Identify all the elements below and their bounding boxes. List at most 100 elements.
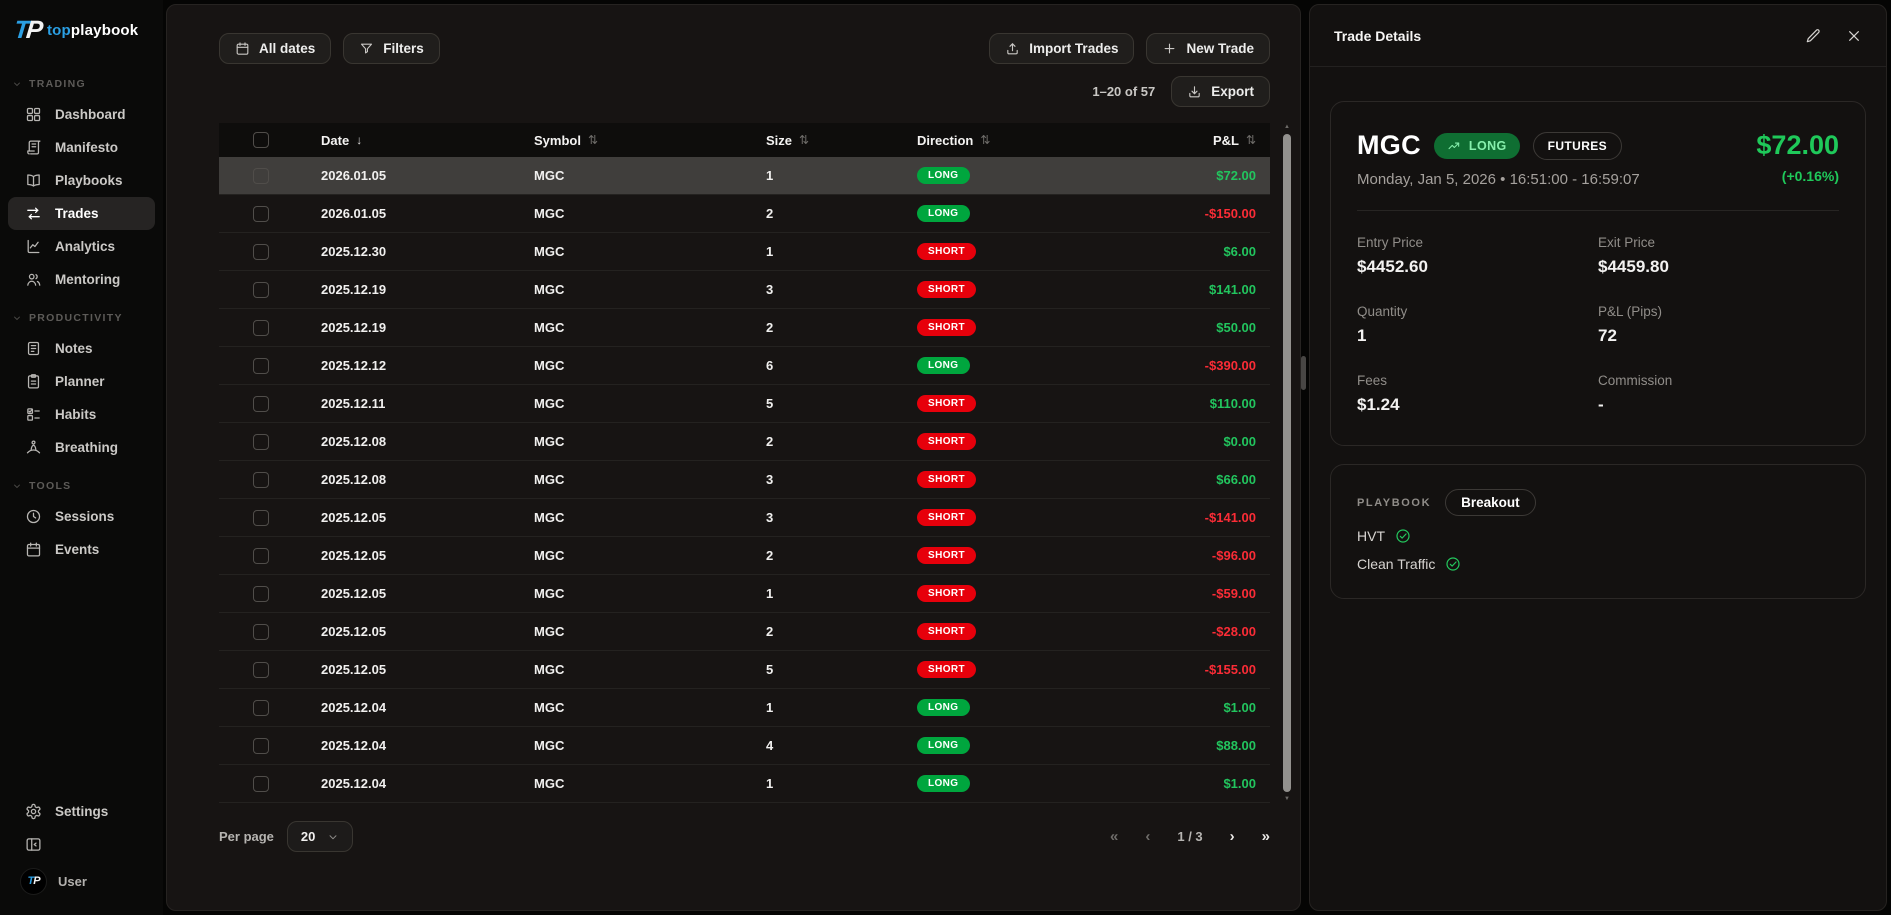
table-scrollbar[interactable]: ▲ ▼ [1282,123,1292,803]
row-checkbox[interactable] [253,357,269,374]
new-trade-button[interactable]: New Trade [1146,33,1270,64]
table-row[interactable]: 2025.12.19 MGC 3 SHORT $141.00 [219,271,1270,309]
column-header-date[interactable]: Date ↓ [321,132,363,148]
cell-pnl: -$155.00 [1204,662,1256,677]
direction-badge: LONG [917,357,970,374]
chevron-down-icon [12,313,22,323]
field-commission: Commission - [1598,373,1673,414]
sidebar-section-tools[interactable]: TOOLS [0,480,163,492]
cell-date: 2025.12.05 [321,624,387,639]
sidebar-item-habits[interactable]: Habits [0,398,163,431]
cell-symbol: MGC [534,586,565,601]
row-checkbox[interactable] [253,623,269,640]
column-header-direction[interactable]: Direction ⇅ [917,132,991,148]
table-row[interactable]: 2025.12.30 MGC 1 SHORT $6.00 [219,233,1270,271]
row-checkbox[interactable] [253,547,269,564]
cell-size: 1 [766,700,774,715]
last-page-button[interactable]: » [1261,828,1270,845]
row-checkbox[interactable] [253,661,269,678]
table-row[interactable]: 2025.12.05 MGC 2 SHORT -$96.00 [219,537,1270,575]
table-row[interactable]: 2025.12.04 MGC 1 LONG $1.00 [219,765,1270,803]
table-row[interactable]: 2026.01.05 MGC 2 LONG -$150.00 [219,195,1270,233]
sidebar-item-sessions[interactable]: Sessions [0,500,163,533]
cell-pnl: $50.00 [1216,320,1256,335]
app-logo[interactable]: TP topplaybook [0,12,163,48]
table-row[interactable]: 2025.12.11 MGC 5 SHORT $110.00 [219,385,1270,423]
edit-icon[interactable] [1805,28,1821,44]
column-header-pnl[interactable]: P&L ⇅ [1212,132,1256,148]
next-page-button[interactable]: › [1229,828,1235,845]
row-checkbox[interactable] [253,281,269,298]
prev-page-button[interactable]: ‹ [1145,828,1151,845]
sidebar-item-events[interactable]: Events [0,533,163,566]
trend-up-icon [1447,139,1461,153]
cell-symbol: MGC [534,396,565,411]
row-checkbox[interactable] [253,433,269,450]
table-row[interactable]: 2025.12.04 MGC 4 LONG $88.00 [219,727,1270,765]
cell-size: 2 [766,206,774,221]
panel-collapse-icon [25,836,42,853]
sidebar-section-trading[interactable]: TRADING [0,78,163,90]
table-row[interactable]: 2026.01.05 MGC 1 LONG $72.00 [219,157,1270,195]
filters-button[interactable]: Filters [343,33,440,64]
plus-icon [1162,41,1177,56]
column-header-size[interactable]: Size ⇅ [766,132,810,148]
row-checkbox[interactable] [253,585,269,602]
row-checkbox[interactable] [253,509,269,526]
select-all-checkbox[interactable] [253,132,269,148]
row-checkbox[interactable] [253,737,269,754]
column-header-symbol[interactable]: Symbol ⇅ [534,132,599,148]
habits-icon [25,406,42,423]
sidebar-item-planner[interactable]: Planner [0,365,163,398]
sidebar-item-settings[interactable]: Settings [0,795,163,828]
table-row[interactable]: 2025.12.05 MGC 3 SHORT -$141.00 [219,499,1270,537]
row-checkbox[interactable] [253,205,269,222]
cell-direction: LONG [899,357,1099,374]
scrollbar-thumb[interactable] [1283,134,1291,792]
date-filter-button[interactable]: All dates [219,33,332,64]
table-row[interactable]: 2025.12.12 MGC 6 LONG -$390.00 [219,347,1270,385]
sidebar-item-playbooks[interactable]: Playbooks [0,164,163,197]
row-checkbox[interactable] [253,395,269,412]
sidebar-item-mentoring[interactable]: Mentoring [0,263,163,296]
sidebar-item-manifesto[interactable]: Manifesto [0,131,163,164]
sidebar-item-analytics[interactable]: Analytics [0,230,163,263]
scroll-down-icon[interactable]: ▼ [1284,796,1290,802]
sidebar-item-dashboard[interactable]: Dashboard [0,98,163,131]
sidebar-section-productivity[interactable]: PRODUCTIVITY [0,312,163,324]
close-icon[interactable] [1846,28,1862,44]
table-row[interactable]: 2025.12.05 MGC 2 SHORT -$28.00 [219,613,1270,651]
sidebar-item-breathing[interactable]: Breathing [0,431,163,464]
cell-direction: SHORT [899,395,1099,412]
table-row[interactable]: 2025.12.19 MGC 2 SHORT $50.00 [219,309,1270,347]
table-row[interactable]: 2025.12.04 MGC 1 LONG $1.00 [219,689,1270,727]
table-row[interactable]: 2025.12.05 MGC 5 SHORT -$155.00 [219,651,1270,689]
panel-resize-handle[interactable] [1301,356,1306,390]
cell-direction: SHORT [899,585,1099,602]
logo-mark-icon: TP [12,15,42,44]
cell-symbol: MGC [534,662,565,677]
sidebar-item-trades[interactable]: Trades [8,197,155,230]
row-checkbox[interactable] [253,243,269,260]
row-checkbox[interactable] [253,699,269,716]
collapse-sidebar-button[interactable] [0,828,163,861]
cell-symbol: MGC [534,434,565,449]
row-checkbox[interactable] [253,471,269,488]
row-checkbox[interactable] [253,167,269,184]
scroll-up-icon[interactable]: ▲ [1284,124,1290,130]
row-checkbox[interactable] [253,319,269,336]
export-button[interactable]: Export [1171,76,1270,107]
table-row[interactable]: 2025.12.08 MGC 2 SHORT $0.00 [219,423,1270,461]
row-checkbox[interactable] [253,775,269,792]
import-trades-button[interactable]: Import Trades [989,33,1135,64]
cell-date: 2025.12.19 [321,320,387,335]
sidebar-item-notes[interactable]: Notes [0,332,163,365]
playbook-badge[interactable]: Breakout [1445,489,1536,516]
sidebar-item-label: Trades [55,206,99,221]
cell-date: 2025.12.11 [321,396,386,411]
table-row[interactable]: 2025.12.08 MGC 3 SHORT $66.00 [219,461,1270,499]
per-page-select[interactable]: 20 [286,821,354,852]
table-row[interactable]: 2025.12.05 MGC 1 SHORT -$59.00 [219,575,1270,613]
first-page-button[interactable]: « [1110,828,1119,845]
